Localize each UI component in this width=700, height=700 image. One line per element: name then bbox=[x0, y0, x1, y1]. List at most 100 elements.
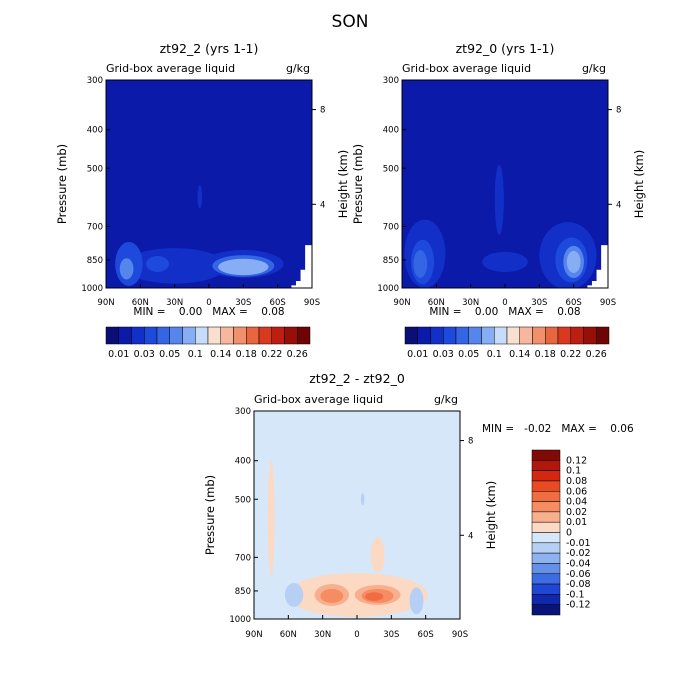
colorbar-swatch bbox=[258, 326, 272, 345]
colorbar-swatch bbox=[531, 501, 561, 513]
colorbar-swatch bbox=[430, 326, 444, 345]
contour-region bbox=[284, 583, 304, 607]
colorbar-swatch bbox=[443, 326, 457, 345]
colorbar-swatch bbox=[220, 326, 234, 345]
units-label: g/kg bbox=[434, 393, 458, 406]
panels-layer: zt92_2 (yrs 1-1) Grid-box average liquid g… bbox=[55, 41, 646, 640]
y2-tick-label: 8 bbox=[616, 106, 621, 116]
colorbar-swatch bbox=[570, 326, 584, 345]
colorbar-label: 0.05 bbox=[159, 349, 180, 360]
x-tick-label: 60N bbox=[428, 298, 445, 308]
contour-region bbox=[123, 248, 227, 284]
colorbar-swatch bbox=[404, 326, 418, 345]
variable-label: Grid-box average liquid bbox=[254, 393, 383, 406]
colorbar-label: 0.18 bbox=[236, 349, 257, 360]
y-tick-label: 850 bbox=[87, 256, 103, 266]
colorbar-label: 0.1 bbox=[487, 349, 502, 360]
y-axis-label: Pressure (mb) bbox=[203, 475, 217, 555]
panel-1: zt92_2 (yrs 1-1) Grid-box average liquid g… bbox=[55, 41, 350, 318]
x-tick-label: 30S bbox=[531, 298, 547, 308]
x-tick-label: 90S bbox=[600, 298, 616, 308]
colorbar-swatch bbox=[195, 326, 209, 345]
colorbar-swatch bbox=[169, 326, 183, 345]
x-tick-label: 60N bbox=[280, 630, 297, 640]
contour-region bbox=[119, 258, 134, 280]
contour-region bbox=[494, 164, 504, 235]
colorbar-label: 0.04 bbox=[566, 497, 587, 508]
colorbar-swatch bbox=[494, 326, 508, 345]
colorbar-label: 0.03 bbox=[134, 349, 155, 360]
contour-region bbox=[197, 185, 203, 209]
y-tick-label: 300 bbox=[383, 76, 399, 86]
colorbar-swatch bbox=[506, 326, 520, 345]
y2-axis-label: Height (km) bbox=[336, 150, 350, 219]
contour-region bbox=[413, 250, 428, 278]
colorbar-label: 0.02 bbox=[566, 507, 587, 518]
x-tick-label: 60N bbox=[132, 298, 149, 308]
y-tick-label: 400 bbox=[383, 126, 399, 136]
x-tick-label: 60S bbox=[270, 298, 286, 308]
y-tick-label: 500 bbox=[235, 495, 251, 505]
colorbar-label: 0.08 bbox=[566, 476, 587, 487]
y-tick-label: 700 bbox=[235, 553, 251, 563]
y2-tick-label: 4 bbox=[320, 200, 325, 210]
colorbar-swatch bbox=[531, 480, 561, 492]
x-tick-label: 30N bbox=[314, 630, 331, 640]
colorbar-swatch bbox=[207, 326, 221, 345]
colorbar-label: 0.14 bbox=[210, 349, 231, 360]
figure-title: SON bbox=[332, 12, 369, 32]
y-tick-label: 700 bbox=[383, 222, 399, 232]
colorbar-swatch bbox=[531, 449, 561, 461]
panel-title: zt92_2 (yrs 1-1) bbox=[160, 41, 259, 56]
colorbar-swatch bbox=[583, 326, 597, 345]
colorbar-label: 0.18 bbox=[535, 349, 556, 360]
contour-region bbox=[267, 461, 275, 577]
colorbar-swatch bbox=[596, 326, 610, 345]
x-tick-label: 0 bbox=[502, 298, 507, 308]
variable-label: Grid-box average liquid bbox=[106, 62, 235, 75]
colorbar-swatch bbox=[246, 326, 260, 345]
contour-region bbox=[146, 255, 169, 272]
contour-region bbox=[218, 258, 269, 276]
colorbar-swatch bbox=[417, 326, 431, 345]
x-tick-label: 90S bbox=[304, 298, 320, 308]
colorbar-swatch bbox=[455, 326, 469, 345]
contour-field bbox=[106, 80, 312, 288]
y2-tick-label: 8 bbox=[468, 437, 473, 447]
contour-region bbox=[566, 250, 581, 274]
colorbar-swatch bbox=[468, 326, 482, 345]
colorbar-swatch bbox=[284, 326, 298, 345]
units-label: g/kg bbox=[286, 62, 310, 75]
colorbar-swatch bbox=[481, 326, 495, 345]
colorbar-swatch bbox=[297, 326, 311, 345]
colorbar-swatch bbox=[532, 326, 546, 345]
colorbar-1: 0.01 0.03 0.05 0.1 0.14 0.18 0.22 0.26 bbox=[105, 326, 311, 360]
y-tick-label: 400 bbox=[235, 457, 251, 467]
colorbar-label: -0.06 bbox=[566, 569, 591, 580]
x-tick-label: 30N bbox=[462, 298, 479, 308]
colorbar-swatch bbox=[144, 326, 158, 345]
colorbar-swatch bbox=[156, 326, 170, 345]
x-tick-label: 90N bbox=[245, 630, 262, 640]
contour-region bbox=[365, 592, 384, 601]
y-axis-label: Pressure (mb) bbox=[55, 144, 69, 224]
contour-region bbox=[370, 537, 385, 573]
panel-2: zt92_0 (yrs 1-1) Grid-box average liquid g… bbox=[351, 41, 646, 318]
y-tick-label: 850 bbox=[383, 256, 399, 266]
colorbar-swatch bbox=[531, 460, 561, 471]
contour-region bbox=[320, 589, 344, 603]
colorbar-label: -0.08 bbox=[566, 579, 591, 590]
colorbar-label: 0 bbox=[566, 528, 572, 539]
colorbar-swatch bbox=[531, 552, 561, 564]
colorbar-swatch bbox=[531, 491, 561, 502]
colorbar-label: -0.01 bbox=[566, 538, 591, 549]
colorbar-label: 0.12 bbox=[566, 455, 587, 466]
colorbar-label: 0.1 bbox=[566, 466, 581, 477]
contour-region bbox=[409, 587, 424, 615]
contour-field bbox=[402, 80, 608, 288]
colorbar-label: 0.01 bbox=[407, 349, 428, 360]
colorbar-label: -0.1 bbox=[566, 589, 585, 600]
x-tick-label: 0 bbox=[354, 630, 359, 640]
x-tick-label: 0 bbox=[206, 298, 211, 308]
